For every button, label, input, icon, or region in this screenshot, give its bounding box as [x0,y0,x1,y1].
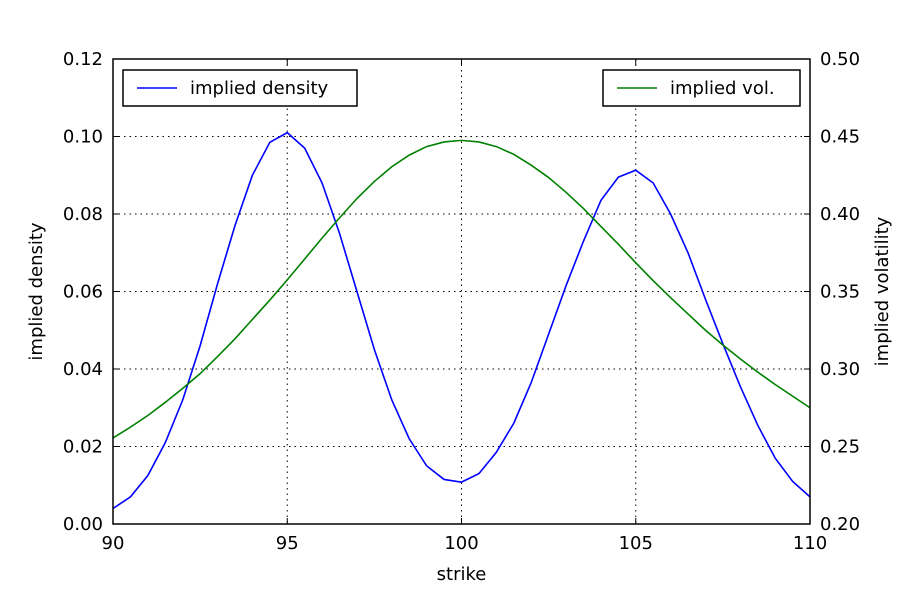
y-tick-label-right: 0.20 [820,514,860,535]
y-tick-label-left: 0.06 [63,282,103,303]
x-tick-label: 90 [102,533,125,554]
legend-implied-vol: implied vol. [602,69,801,107]
y-axis-label-right: implied volatility [872,216,893,366]
x-axis-label: strike [437,564,487,585]
y-tick-label-left: 0.08 [63,204,103,225]
legend-label: implied density [190,78,329,99]
y-tick-label-right: 0.50 [820,49,860,70]
x-tick-label: 95 [276,533,299,554]
legends: implied density implied vol. [122,69,801,107]
grid [113,59,810,524]
plot-lines [112,131,811,510]
y-axis-label-left: implied density [26,222,47,361]
y-tick-label-left: 0.02 [63,437,103,458]
y-tick-label-right: 0.25 [820,437,860,458]
x-tick-label: 110 [793,533,827,554]
legend-box [122,69,358,107]
y-tick-label-left: 0.12 [63,49,103,70]
y-tick-label-right: 0.45 [820,127,860,148]
y-tick-label-right: 0.30 [820,359,860,380]
plot-frame [112,58,811,525]
y-tick-label-left: 0.10 [63,127,103,148]
y-tick-label-left: 0.00 [63,514,103,535]
legend-label: implied vol. [670,78,775,99]
y-tick-label-right: 0.35 [820,282,860,303]
y-tick-label-right: 0.40 [820,204,860,225]
y-tick-label-left: 0.04 [63,359,103,380]
tick-labels: 90 95 100 105 110 0.00 0.02 0.04 0.06 0.08 0.10 0.1… [63,49,860,554]
x-tick-label: 105 [619,533,653,554]
x-tick-label: 100 [444,533,478,554]
legend-implied-density: implied density [122,69,358,107]
